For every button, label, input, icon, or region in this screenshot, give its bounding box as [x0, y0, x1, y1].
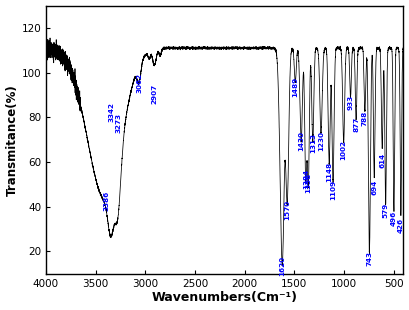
Text: 1230: 1230 — [317, 131, 323, 151]
Text: 1313: 1313 — [309, 133, 315, 153]
Text: 3273: 3273 — [115, 113, 121, 133]
X-axis label: Wavenumbers(Cm⁻¹): Wavenumbers(Cm⁻¹) — [151, 291, 297, 304]
Text: 3062: 3062 — [136, 73, 142, 93]
Text: 3386: 3386 — [103, 191, 110, 211]
Text: 1489: 1489 — [292, 77, 298, 97]
Y-axis label: Transmitance(%): Transmitance(%) — [6, 84, 18, 196]
Text: 788: 788 — [361, 111, 367, 126]
Text: 1358: 1358 — [305, 173, 310, 193]
Text: 2907: 2907 — [151, 84, 157, 104]
Text: 496: 496 — [390, 211, 396, 227]
Text: 1109: 1109 — [329, 180, 335, 200]
Text: 1570: 1570 — [283, 200, 290, 220]
Text: 1002: 1002 — [340, 140, 346, 160]
Text: 1620: 1620 — [279, 256, 285, 276]
Text: 1148: 1148 — [326, 162, 331, 182]
Text: 3342: 3342 — [108, 102, 114, 122]
Text: 1430: 1430 — [297, 131, 303, 151]
Text: 614: 614 — [378, 153, 384, 168]
Text: 877: 877 — [352, 117, 358, 132]
Text: 933: 933 — [347, 95, 353, 110]
Text: 743: 743 — [366, 251, 371, 267]
Text: 426: 426 — [397, 218, 403, 233]
Text: 579: 579 — [382, 202, 388, 218]
Text: 1384: 1384 — [302, 169, 308, 189]
Text: 694: 694 — [371, 180, 376, 195]
